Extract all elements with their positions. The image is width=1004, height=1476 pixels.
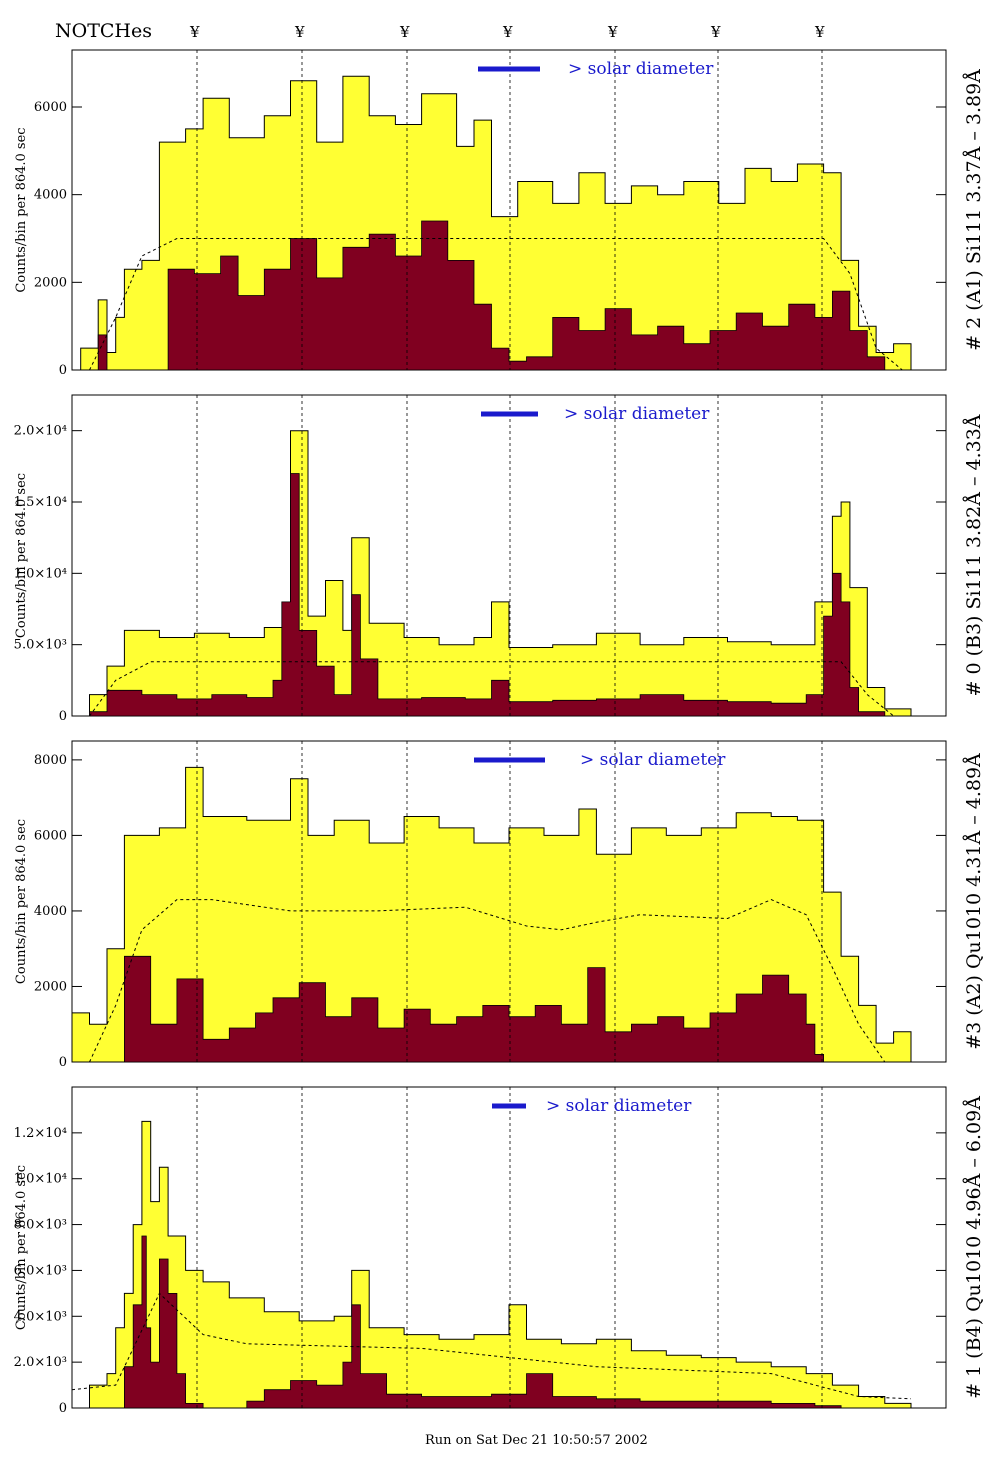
panel-title-3: # 1 (B4) Qu1010 4.96Å – 6.09Å	[963, 1096, 985, 1399]
series-flare-1	[72, 473, 911, 717]
solar-diameter-label-3: > solar diameter	[546, 1096, 692, 1116]
run-timestamp: Run on Sat Dec 21 10:50:57 2002	[425, 1433, 648, 1448]
ytick-label-2-2: 4000	[34, 904, 67, 919]
notch-marker-4: ¥	[502, 23, 513, 41]
ytick-label-2-4: 8000	[34, 753, 67, 768]
series-flare-3	[72, 1235, 911, 1409]
series-model-1	[89, 661, 894, 717]
ytick-label-1-1: 5.0×10³	[14, 638, 67, 653]
ytick-label-3-2: 4.0×10³	[14, 1309, 67, 1324]
notch-marker-3: ¥	[399, 23, 410, 41]
series-model-2	[89, 899, 886, 1063]
series-flare-2	[72, 955, 911, 1063]
panel-title-2: #3 (A2) Qu1010 4.31Å – 4.89Å	[963, 753, 985, 1050]
panel-title-0: # 2 (A1) Si111 3.37Å – 3.89Å	[963, 69, 985, 351]
series-total-2	[71, 766, 912, 1063]
series-model-0	[89, 238, 903, 371]
notch-marker-2: ¥	[294, 23, 305, 41]
ylabel-2: Counts/bin per 864.0 sec	[14, 819, 29, 984]
ytick-label-1-0: 0	[59, 709, 67, 724]
ytick-label-0-3: 6000	[34, 100, 67, 115]
ytick-label-1-2: 1.0×10⁴	[14, 566, 67, 581]
ylabel-3: Counts/bin per 864.0 sec	[14, 1165, 29, 1330]
notch-marker-6: ¥	[710, 23, 721, 41]
panel-title-1: # 0 (B3) Si111 3.82Å – 4.33Å	[963, 414, 985, 696]
series-flare-0	[72, 220, 911, 371]
series-model-3	[71, 1292, 912, 1400]
ylabel-0: Counts/bin per 864.0 sec	[14, 127, 29, 292]
ylabel-1: Counts/bin per 864.0 sec	[14, 473, 29, 638]
ytick-label-0-2: 4000	[34, 188, 67, 203]
notch-marker-7: ¥	[814, 23, 825, 41]
notch-marker-1: ¥	[189, 23, 200, 41]
solar-diameter-label-0: > solar diameter	[568, 59, 714, 79]
series-total-3	[72, 1120, 912, 1409]
ytick-label-3-0: 0	[59, 1401, 67, 1416]
notch-marker-5: ¥	[607, 23, 618, 41]
ytick-label-2-0: 0	[59, 1055, 67, 1070]
ytick-label-3-4: 8.0×10³	[14, 1218, 67, 1233]
ytick-label-1-4: 2.0×10⁴	[14, 424, 67, 439]
ytick-label-3-6: 1.2×10⁴	[14, 1126, 67, 1141]
ytick-label-3-1: 2.0×10³	[14, 1355, 67, 1370]
notches-label: NOTCHes	[55, 20, 152, 42]
solar-diameter-label-2: > solar diameter	[580, 750, 726, 770]
solar-diameter-label-1: > solar diameter	[564, 404, 710, 424]
ytick-label-3-3: 6.0×10³	[14, 1263, 67, 1278]
ytick-label-3-5: 1.0×10⁴	[14, 1172, 67, 1187]
ytick-label-0-1: 2000	[34, 275, 67, 290]
ytick-label-0-0: 0	[59, 363, 67, 378]
ytick-label-2-3: 6000	[34, 828, 67, 843]
ytick-label-1-3: 1.5×10⁴	[14, 495, 67, 510]
ytick-label-2-1: 2000	[34, 979, 67, 994]
